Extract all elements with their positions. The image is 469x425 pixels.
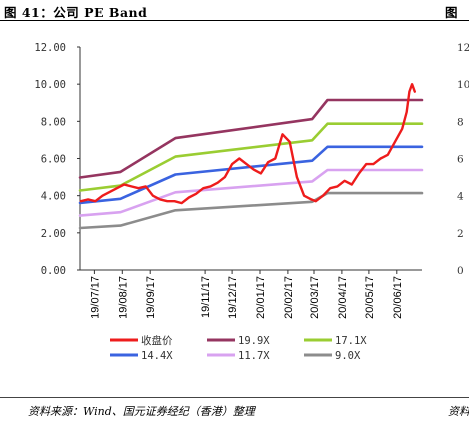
adjacent-axis-label-4: 4	[457, 191, 464, 203]
series-line-11.7X	[78, 168, 424, 217]
adjacent-figure-title-fragment: 图	[445, 5, 458, 20]
x-tick-label-3: 19/11/17	[200, 276, 212, 318]
y-tick-label-3: 6.00	[41, 154, 66, 166]
x-tick-label-6: 20/02/17	[283, 276, 295, 319]
adjacent-source-fragment: 资料	[448, 405, 469, 418]
x-tick-label-4: 19/12/17	[227, 276, 239, 319]
series-line-14.4X	[78, 145, 424, 205]
legend-label-9.0X: 9.0X	[335, 350, 361, 362]
adjacent-axis-label-0: 12	[457, 42, 469, 54]
y-tick-label-2: 4.00	[41, 191, 66, 203]
series-line-收盘价	[79, 82, 416, 205]
x-tick-label-7: 20/03/17	[309, 276, 321, 319]
x-tick-label-1: 19/08/17	[117, 276, 129, 319]
y-tick-label-4: 8.00	[41, 116, 66, 128]
series-line-17.1X	[78, 122, 424, 192]
y-tick-label-5: 10.00	[34, 79, 66, 91]
figure-title: 图 41：公司 PE Band	[4, 5, 148, 20]
legend-label-收盘价: 收盘价	[141, 334, 173, 347]
source-rule	[0, 397, 469, 398]
x-tick-label-2: 19/09/17	[145, 276, 157, 319]
y-tick-label-0: 0.00	[41, 265, 66, 277]
adjacent-axis-label-1: 10	[457, 79, 469, 91]
legend-label-11.7X: 11.7X	[238, 350, 270, 362]
adjacent-axis-label-3: 6	[457, 154, 464, 166]
title-rule	[0, 20, 469, 21]
x-tick-label-0: 19/07/17	[89, 276, 101, 319]
series-line-19.9X	[78, 98, 424, 179]
legend-label-17.1X: 17.1X	[335, 335, 367, 347]
source-note: 资料来源：Wind、国元证券经纪（香港）整理	[28, 405, 255, 418]
x-tick-label-9: 20/05/17	[364, 276, 376, 319]
legend-label-14.4X: 14.4X	[141, 350, 173, 362]
legend-label-19.9X: 19.9X	[238, 335, 270, 347]
x-tick-label-8: 20/04/17	[337, 276, 349, 319]
y-tick-label-6: 12.00	[34, 42, 66, 54]
adjacent-axis-label-2: 8	[457, 116, 464, 128]
y-tick-label-1: 2.00	[41, 228, 66, 240]
x-tick-label-5: 20/01/17	[255, 276, 267, 319]
adjacent-axis-label-5: 2	[457, 228, 464, 240]
series-line-9.0X	[78, 191, 424, 230]
adjacent-axis-label-6: 0	[457, 265, 464, 277]
x-tick-label-10: 20/06/17	[392, 276, 404, 319]
